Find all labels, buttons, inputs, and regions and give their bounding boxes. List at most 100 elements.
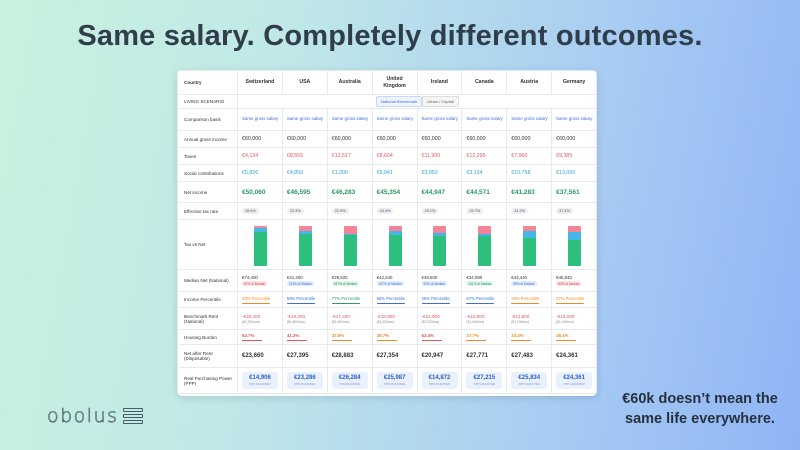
rent-monthly: (€1,500/mo)	[376, 319, 395, 324]
row-label: Annual gross income	[177, 130, 238, 148]
income-percentile-cell: 45% Percentile	[416, 291, 463, 308]
annual-gross-row-cell: €60,000	[326, 130, 373, 148]
ppp-label: PPP ADJUSTED	[429, 382, 450, 386]
income-percentile-cell: 58% Percentile	[281, 291, 328, 308]
scenario-toggle: National Benchmark Urban / Capital	[237, 94, 597, 109]
burden-value: 33.4%	[511, 333, 524, 338]
bar-segment-net	[253, 232, 267, 266]
benchmark-rent-cell: -€13,800 (€1,150/mo)	[506, 307, 553, 330]
stacked-bar	[523, 225, 537, 266]
housing-burden-cell: 35.1%	[551, 329, 597, 345]
comparison-basis-cell[interactable]: Same gross salary	[371, 108, 418, 131]
burden-bar	[466, 340, 487, 341]
stacked-bar-wrap	[511, 224, 548, 266]
benchmark-rent-cell: -€16,800 (€1,400/mo)	[461, 307, 508, 330]
bar-segment-tax	[478, 225, 492, 234]
stacked-bar	[343, 225, 357, 266]
median-net-cell: €45,840 82% of Median	[551, 269, 597, 292]
headline: Same salary. Completely different outcom…	[77, 20, 703, 52]
stacked-bar-wrap	[466, 224, 503, 266]
burden-bar	[511, 340, 532, 341]
comparison-basis-cell[interactable]: Same gross salary	[326, 108, 373, 131]
rent-monthly: (€1,100/mo)	[556, 319, 574, 324]
percentile-value: 38% Percentile	[511, 295, 540, 301]
percentile-value: 37% Percentile	[556, 295, 585, 301]
median-badge: 113% of Median	[286, 281, 314, 286]
net-income-cell: €45,354	[371, 181, 418, 203]
burden-value: 41.2%	[286, 333, 300, 338]
bar-segment-social	[253, 228, 267, 233]
net-after-rent-row: Net after Rent (Disposable) €23,660 €27,39…	[177, 344, 597, 368]
median-value: €74,400	[242, 274, 258, 280]
burden-bar	[242, 340, 262, 341]
bar-segment-social	[388, 231, 402, 236]
housing-burden-row: Housing Burden 52.7% 41.2% 37.6% 39.7% 53.4% 3…	[177, 329, 597, 345]
median-value: €42,240	[376, 274, 393, 280]
country-header: USA	[281, 70, 328, 95]
stacked-bar-wrap	[556, 224, 593, 266]
income-percentile-cell: 77% Percentile	[326, 291, 373, 308]
logo-text: obolus	[47, 405, 119, 428]
effective-tax-badge: 37.4%	[556, 208, 573, 214]
row-label: Taxes	[177, 147, 238, 165]
bar-segment-net	[343, 234, 357, 266]
stack-icon	[122, 407, 143, 425]
ppp-box: €25,987 PPP ADJUSTED	[376, 372, 413, 389]
stacked-bar-wrap	[242, 224, 279, 266]
rent-monthly: (€1,400/mo)	[466, 319, 485, 324]
net-income-cell: €44,947	[416, 181, 463, 203]
income-percentile-cell: 33% Percentile	[237, 291, 283, 308]
ppp-value: €27,215	[473, 375, 496, 381]
housing-burden-cell: 37.6%	[326, 329, 373, 345]
tax-vs-net-cell	[371, 219, 418, 270]
annual-gross-row-cell: €60,000	[281, 130, 328, 148]
social-contributions-row-cell: €6,041	[371, 164, 418, 182]
rent-value: -€16,800	[466, 313, 485, 319]
effective-tax-badge: 25.1%	[421, 208, 439, 214]
effective-tax-cell: 25.1%	[416, 202, 463, 220]
housing-burden-cell: 53.4%	[416, 329, 463, 345]
net-income-cell: €37,561	[551, 181, 597, 203]
taxes-row-cell: €11,900	[416, 147, 463, 165]
row-label: Benchmark Rent (National)	[177, 307, 238, 330]
stacked-bar	[388, 225, 402, 266]
effective-tax-badge: 25.7%	[466, 208, 484, 214]
tagline-line-1: €60k doesn’t mean the	[622, 391, 778, 407]
ppp-label: PPP ADJUSTED	[518, 382, 540, 386]
burden-value: 37.6%	[331, 333, 345, 338]
comparison-basis-cell[interactable]: Same gross salary	[281, 108, 328, 131]
social-contributions-row-cell: €10,758	[506, 164, 553, 182]
rent-monthly: (€2,200/mo)	[242, 319, 260, 324]
row-label: Real Purchasing Power (PPP)	[177, 367, 238, 394]
urban-capital-toggle[interactable]: Urban / Capital	[422, 96, 459, 107]
ppp-cell: €14,872 PPP ADJUSTED	[416, 367, 463, 394]
burden-value: 37.7%	[466, 333, 479, 338]
comparison-basis-cell[interactable]: Same gross salary	[237, 108, 283, 131]
burden-value: 39.7%	[376, 333, 390, 338]
comparison-basis-cell[interactable]: Same gross salary	[506, 108, 553, 131]
median-net-cell: €43,440 95% of Median	[506, 269, 553, 292]
row-label: Effective tax rate	[177, 202, 238, 220]
income-percentile-cell: 37% Percentile	[551, 291, 597, 308]
comparison-basis-cell[interactable]: Same gross salary	[416, 108, 463, 131]
ppp-value: €14,906	[249, 375, 271, 381]
median-badge: 107% of Median	[376, 281, 404, 286]
bar-segment-tax	[568, 225, 582, 232]
bar-segment-tax	[343, 225, 357, 234]
median-net-cell: €41,400 113% of Median	[281, 269, 328, 292]
tax-vs-net-cell	[237, 219, 283, 270]
tax-vs-net-cell	[326, 219, 373, 270]
burden-value: 35.1%	[556, 333, 569, 338]
bar-segment-tax	[433, 225, 447, 233]
social-contributions-row-cell: €3,853	[416, 164, 463, 182]
percentile-value: 58% Percentile	[286, 295, 316, 301]
comparison-basis-cell[interactable]: Same gross salary	[551, 108, 597, 131]
taxes-row-cell: €12,517	[326, 147, 373, 165]
median-net-cell: €29,520 157% of Median	[326, 269, 373, 292]
effective-tax-cell: 25.7%	[461, 202, 508, 220]
rent-value: -€13,800	[511, 313, 530, 319]
effective-tax-cell: 24.4%	[371, 202, 418, 220]
net-after-rent-row-cell: €27,354	[371, 344, 418, 368]
comparison-basis-cell[interactable]: Same gross salary	[461, 108, 508, 131]
national-benchmark-toggle[interactable]: National Benchmark	[376, 96, 423, 107]
